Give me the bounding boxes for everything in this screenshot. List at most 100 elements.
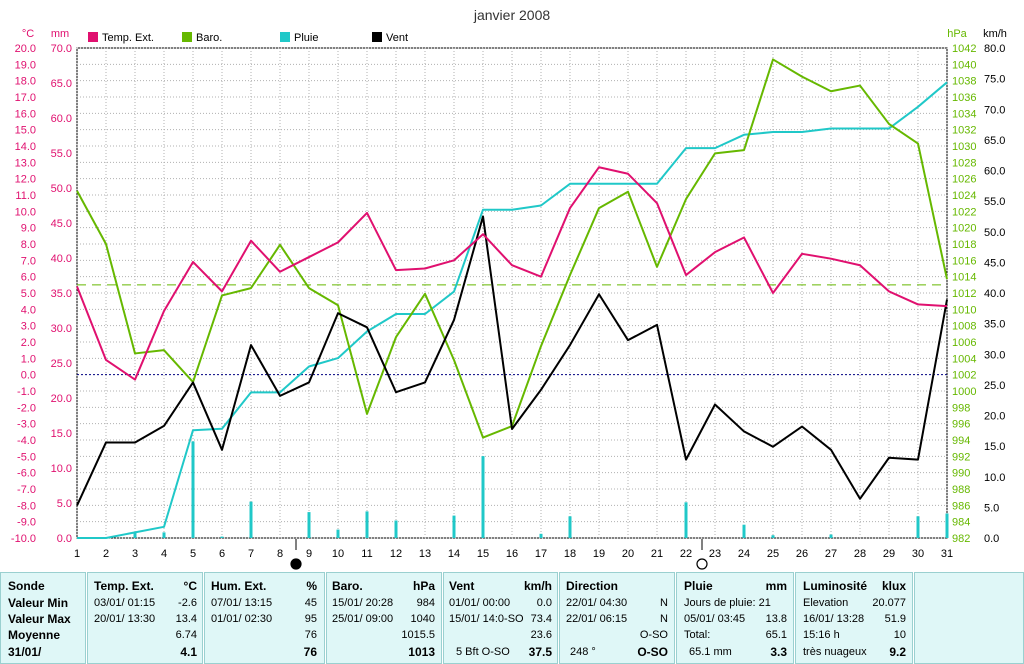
temp-tick-label: 2.0 bbox=[21, 337, 36, 349]
temp-tick-label: -2.0 bbox=[17, 402, 36, 414]
x-tick-label: 2 bbox=[103, 548, 109, 560]
pluie-total: 65.1 bbox=[765, 629, 787, 641]
lum-title: Luminosité bbox=[803, 579, 868, 593]
wind-tick-label: 15.0 bbox=[984, 441, 1005, 453]
rain-bar bbox=[365, 511, 369, 538]
pressure-tick-label: 998 bbox=[952, 402, 970, 414]
hum-min: 45 bbox=[304, 597, 317, 609]
sonde-avg-label: Moyenne bbox=[8, 628, 61, 642]
lum-last-label: très nuageux bbox=[803, 646, 867, 658]
vent-min-date: 01/01/ 00:00 bbox=[449, 597, 511, 609]
x-tick-label: 17 bbox=[535, 548, 547, 560]
rain-tick-label: 35.0 bbox=[51, 288, 72, 300]
pressure-tick-label: 994 bbox=[952, 435, 970, 447]
x-tick-label: 16 bbox=[506, 548, 518, 560]
temp-tick-label: -8.0 bbox=[17, 500, 36, 512]
temp-tick-label: 19.0 bbox=[15, 59, 36, 71]
rain-tick-label: 20.0 bbox=[51, 393, 72, 405]
x-tick-label: 30 bbox=[912, 548, 924, 560]
rain-tick-label: 25.0 bbox=[51, 358, 72, 370]
rain-tick-label: 55.0 bbox=[51, 148, 72, 160]
rain-tick-label: 5.0 bbox=[57, 498, 72, 510]
pressure-tick-label: 1022 bbox=[952, 206, 976, 218]
sonde-min-label: Valeur Min bbox=[8, 596, 69, 610]
legend-swatch bbox=[372, 32, 382, 42]
lum-duration-label: 15:16 h bbox=[803, 629, 840, 641]
temp-title: Temp. Ext. bbox=[94, 579, 154, 593]
wind-tick-label: 25.0 bbox=[984, 380, 1005, 392]
hum-unit: % bbox=[306, 579, 317, 593]
lum-elevation-label: Elevation bbox=[803, 597, 849, 609]
pluie-max: 13.8 bbox=[765, 613, 787, 625]
x-tick-label: 13 bbox=[419, 548, 431, 560]
pressure-tick-label: 1042 bbox=[952, 43, 976, 55]
panel-sonde: Sonde Valeur Min Valeur Max Moyenne 31/0… bbox=[0, 572, 86, 664]
rain-tick-label: 10.0 bbox=[51, 463, 72, 475]
legend-label: Vent bbox=[386, 32, 408, 44]
temp-tick-label: 3.0 bbox=[21, 321, 36, 333]
pressure-tick-label: 1040 bbox=[952, 59, 976, 71]
temp-tick-label: 7.0 bbox=[21, 255, 36, 267]
hum-avg: 76 bbox=[304, 629, 317, 641]
wind-tick-label: 80.0 bbox=[984, 43, 1005, 55]
panel-empty bbox=[914, 572, 1024, 664]
x-tick-label: 11 bbox=[361, 548, 372, 560]
rain-bar bbox=[133, 532, 137, 538]
temp-tick-label: -3.0 bbox=[17, 419, 36, 431]
lum-unit: klux bbox=[881, 579, 906, 593]
lum-avg: 10 bbox=[893, 629, 906, 641]
rain-bar bbox=[742, 524, 746, 538]
temp-tick-label: -5.0 bbox=[17, 451, 36, 463]
temp-tick-label: -10.0 bbox=[11, 533, 36, 545]
rain-bar bbox=[481, 456, 485, 538]
temp-min: -2.6 bbox=[178, 597, 197, 609]
vent-avg: 23.6 bbox=[530, 629, 552, 641]
direction-min-date: 22/01/ 04:30 bbox=[566, 597, 628, 609]
rain-tick-label: 30.0 bbox=[51, 323, 72, 335]
x-tick-label: 26 bbox=[796, 548, 808, 560]
chart-title: janvier 2008 bbox=[473, 7, 550, 23]
x-tick-label: 15 bbox=[477, 548, 489, 560]
wind-tick-label: 55.0 bbox=[984, 196, 1005, 208]
temp-tick-label: 6.0 bbox=[21, 272, 36, 284]
rain-bar bbox=[452, 515, 456, 538]
panel-pluie: Pluie mm Jours de pluie: 21 05/01/ 03:45… bbox=[676, 572, 794, 664]
temp-last: 4.1 bbox=[180, 645, 197, 659]
legend-swatch bbox=[182, 32, 192, 42]
pressure-tick-label: 1032 bbox=[952, 125, 976, 137]
baro-title: Baro. bbox=[332, 579, 363, 593]
rain-tick-label: 70.0 bbox=[51, 43, 72, 55]
temp-tick-label: 13.0 bbox=[15, 157, 36, 169]
rain-tick-label: 15.0 bbox=[51, 428, 72, 440]
pressure-axis-unit: hPa bbox=[947, 28, 967, 40]
vent-min: 0.0 bbox=[536, 597, 552, 609]
baro-max: 1040 bbox=[410, 613, 435, 625]
baro-min-date: 15/01/ 20:28 bbox=[332, 597, 394, 609]
panel-baro: Baro. hPa 15/01/ 20:28 984 25/01/ 09:00 … bbox=[326, 572, 442, 664]
pressure-tick-label: 988 bbox=[952, 484, 970, 496]
x-tick-label: 28 bbox=[854, 548, 866, 560]
wind-tick-label: 40.0 bbox=[984, 288, 1005, 300]
series-line-rain bbox=[77, 81, 948, 539]
x-tick-label: 29 bbox=[883, 548, 895, 560]
legend-swatch bbox=[88, 32, 98, 42]
rain-bar bbox=[916, 516, 920, 538]
temp-tick-label: 1.0 bbox=[21, 353, 36, 365]
x-tick-label: 19 bbox=[593, 548, 605, 560]
pressure-tick-label: 990 bbox=[952, 468, 970, 480]
direction-last: O-SO bbox=[637, 645, 668, 659]
wind-tick-label: 20.0 bbox=[984, 411, 1005, 423]
pressure-tick-label: 1020 bbox=[952, 223, 976, 235]
series-line-temp bbox=[76, 166, 948, 381]
pressure-tick-label: 1036 bbox=[952, 92, 976, 104]
panel-hum: Hum. Ext. % 07/01/ 13:15 45 01/01/ 02:30… bbox=[204, 572, 325, 664]
lum-max: 51.9 bbox=[884, 613, 906, 625]
temp-tick-label: 12.0 bbox=[15, 174, 36, 186]
temp-tick-label: 14.0 bbox=[15, 141, 36, 153]
vent-last: 37.5 bbox=[528, 645, 552, 659]
x-tick-label: 25 bbox=[767, 548, 779, 560]
temp-tick-label: -9.0 bbox=[17, 517, 36, 529]
direction-max: N bbox=[660, 613, 668, 625]
temp-tick-label: 9.0 bbox=[21, 223, 36, 235]
chart-legend: Temp. Ext. Baro. Pluie Vent bbox=[88, 32, 408, 44]
